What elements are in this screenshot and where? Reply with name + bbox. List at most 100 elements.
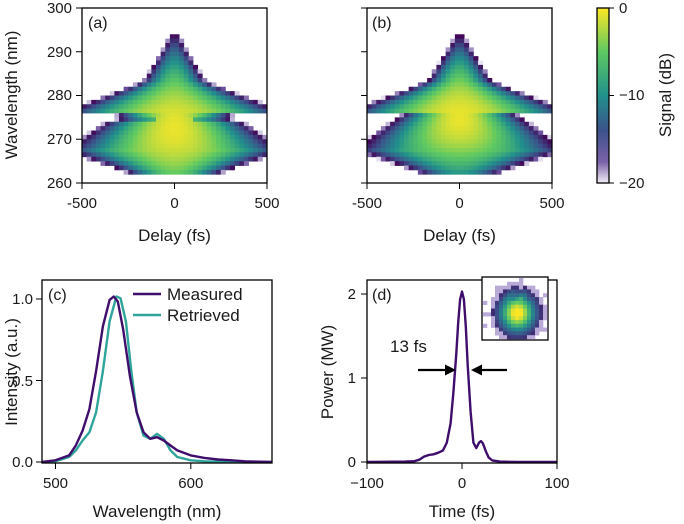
heatmap-cell (454, 121, 460, 127)
heatmap-cell (367, 143, 373, 149)
y-axis-label-c: Intensity (a.u.) (2, 318, 21, 426)
heatmap-cell (454, 60, 460, 66)
heatmap-cell (464, 165, 470, 171)
heatmap-cell (160, 104, 166, 110)
heatmap-cell (230, 91, 236, 96)
heatmap-cell (206, 169, 212, 175)
heatmap-cell (519, 134, 525, 140)
heatmap-cell (225, 130, 231, 136)
inset-pixel (527, 297, 532, 302)
heatmap-cell (206, 104, 212, 110)
heatmap-cell (119, 113, 125, 118)
heatmap-cell (225, 108, 231, 114)
y-axis-label-d: Power (MW) (318, 325, 337, 419)
inset-pixel (543, 308, 548, 313)
heatmap-cell (193, 113, 199, 118)
heatmap-cell (174, 117, 180, 123)
inset-pixel (539, 323, 544, 328)
heatmap-cell (454, 126, 460, 131)
heatmap-cell (206, 86, 212, 92)
heatmap-cell (371, 152, 377, 158)
heatmap-cell (206, 121, 212, 127)
heatmap-cell (188, 126, 194, 131)
heatmap-cell (487, 121, 493, 127)
inset-pixel (511, 327, 516, 332)
inset-pixel (527, 300, 532, 305)
heatmap-cell (142, 117, 148, 123)
x-tick-label: −100 (350, 475, 384, 492)
heatmap-cell (473, 113, 479, 118)
inset-pixel (523, 327, 528, 332)
heatmap-cell (427, 113, 433, 118)
heatmap-cell (533, 95, 539, 101)
panel-label-d: (d) (372, 287, 392, 304)
inset-pixel (495, 297, 500, 302)
heatmap-cell (459, 51, 465, 57)
heatmap-cell (404, 126, 410, 131)
heatmap-cell (100, 104, 106, 110)
heatmap-cell (211, 139, 217, 145)
heatmap-cell (482, 69, 488, 75)
heatmap-cell (123, 134, 129, 140)
heatmap-cell (142, 161, 148, 166)
heatmap-cell (183, 60, 189, 66)
heatmap-cell (399, 121, 405, 127)
heatmap-cell (142, 156, 148, 162)
heatmap-cell (188, 86, 194, 92)
heatmap-cell (371, 143, 377, 149)
heatmap-cell (478, 152, 484, 158)
heatmap-cell (524, 121, 530, 127)
heatmap-cell (253, 139, 259, 145)
heatmap-cell (491, 130, 497, 136)
heatmap-cell (491, 117, 497, 123)
heatmap-cell (422, 104, 428, 110)
heatmap-cell (160, 108, 166, 114)
heatmap-cell (146, 161, 152, 166)
heatmap-cell (202, 165, 208, 171)
heatmap-cell (156, 108, 162, 114)
heatmap-cell (459, 104, 465, 110)
heatmap-cell (478, 104, 484, 110)
heatmap-cell (515, 121, 521, 127)
heatmap-cell (220, 117, 226, 123)
heatmap-cell (225, 143, 231, 149)
heatmap-cell (445, 64, 451, 70)
heatmap-cell (468, 161, 474, 166)
inset-pixel (507, 331, 512, 336)
heatmap-cell (510, 91, 516, 96)
heatmap-cell (188, 143, 194, 149)
heatmap-cell (478, 148, 484, 153)
heatmap-cell (248, 126, 254, 131)
heatmap-cell (105, 104, 111, 110)
heatmap-cell (468, 60, 474, 66)
heatmap-cell (454, 117, 460, 123)
heatmap-cell (193, 64, 199, 70)
heatmap-cell (160, 69, 166, 75)
heatmap-cell (193, 108, 199, 114)
inset-pixel (515, 293, 520, 298)
heatmap-cell (257, 156, 263, 162)
heatmap-cell (206, 143, 212, 149)
heatmap-cell (542, 139, 548, 145)
heatmap-cell (524, 126, 530, 131)
heatmap-cell (225, 117, 231, 123)
inset-pixel (511, 323, 516, 328)
heatmap-cell (468, 117, 474, 123)
heatmap-cell (132, 104, 138, 110)
heatmap-cell (487, 113, 493, 118)
heatmap-cell (431, 156, 437, 162)
heatmap-cell (137, 161, 143, 166)
inset-pixel (523, 300, 528, 305)
heatmap-cell (216, 117, 222, 123)
heatmap-cell (105, 148, 111, 153)
heatmap-cell (367, 104, 373, 110)
heatmap-cell (128, 130, 134, 136)
inset-pixel (527, 293, 532, 298)
heatmap-cell (445, 47, 451, 53)
heatmap-cell (114, 152, 120, 158)
heatmap-cell (234, 130, 240, 136)
heatmap-cell (431, 161, 437, 166)
heatmap-cell (105, 99, 111, 105)
heatmap-cell (413, 108, 419, 114)
heatmap-cell (169, 95, 175, 101)
